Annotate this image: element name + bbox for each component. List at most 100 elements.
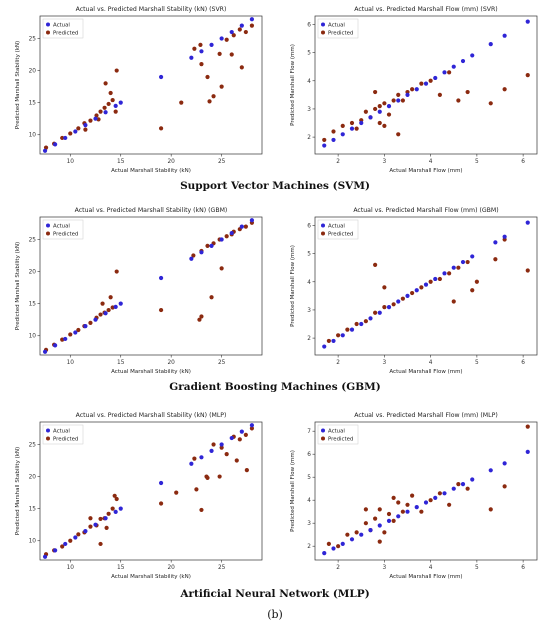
predicted-point	[349, 120, 355, 126]
predicted-point	[437, 491, 442, 496]
y-tick-label: 10	[29, 539, 37, 545]
actual-point	[414, 87, 419, 92]
actual-point	[451, 265, 456, 270]
legend-label-predicted: Predicted	[328, 31, 353, 37]
predicted-point	[94, 113, 99, 118]
caption-mlp: Artificial Neural Network (MLP)	[180, 588, 370, 600]
actual-point	[340, 333, 345, 338]
chart-title: Actual vs. Predicted Marshall Flow (mm) …	[353, 207, 498, 214]
predicted-point	[239, 65, 244, 70]
predicted-point	[88, 118, 93, 123]
x-axis-label: Actual Marshall Flow (mm)	[389, 574, 462, 580]
actual-point	[219, 237, 224, 242]
y-tick-label: 4	[307, 79, 311, 85]
y-tick-label: 3	[307, 107, 311, 113]
actual-point	[199, 49, 204, 54]
caption-svm: Support Vector Machines (SVM)	[180, 180, 370, 192]
actual-point	[396, 98, 401, 103]
x-tick-label: 20	[167, 159, 175, 165]
actual-point	[239, 224, 244, 229]
predicted-point	[373, 262, 378, 267]
x-tick-label: 2	[336, 565, 340, 571]
actual-point	[239, 429, 244, 434]
predicted-point	[199, 507, 204, 513]
actual-point	[377, 310, 382, 315]
predicted-point	[114, 68, 119, 73]
legend-marker-actual	[46, 22, 50, 27]
y-tick-label: 2	[307, 544, 311, 550]
y-tick-label: 25	[29, 237, 37, 243]
actual-point	[368, 316, 373, 321]
predicted-point	[113, 109, 118, 114]
x-tick-label: 4	[429, 159, 433, 165]
actual-point	[103, 110, 108, 115]
predicted-point	[391, 302, 396, 307]
predicted-point	[243, 224, 248, 229]
predicted-point	[108, 90, 113, 96]
predicted-point	[76, 327, 81, 333]
y-tick-label: 20	[29, 475, 37, 481]
predicted-point	[98, 109, 103, 114]
actual-point	[423, 282, 429, 287]
actual-point	[118, 100, 123, 105]
y-tick-label: 15	[29, 101, 37, 107]
legend-box	[42, 18, 84, 39]
predicted-point	[110, 506, 115, 511]
predicted-point	[474, 279, 479, 284]
predicted-point	[377, 507, 382, 512]
predicted-point	[419, 509, 424, 514]
predicted-point	[205, 243, 210, 248]
predicted-point	[396, 500, 401, 505]
y-tick-label: 4	[307, 498, 311, 504]
x-tick-label: 6	[521, 565, 525, 571]
actual-point	[118, 506, 123, 511]
predicted-point	[405, 502, 410, 507]
actual-point	[83, 324, 88, 329]
actual-point	[502, 234, 507, 239]
predicted-point	[158, 307, 164, 313]
legend: Actual Predicted	[317, 424, 359, 445]
actual-point	[239, 23, 244, 28]
predicted-point	[217, 51, 222, 56]
actual-point	[525, 19, 530, 24]
actual-point	[470, 477, 475, 482]
actual-point	[63, 135, 68, 141]
predicted-point	[211, 94, 216, 99]
predicted-point	[363, 319, 368, 324]
actual-series	[42, 218, 255, 354]
actual-point	[73, 129, 78, 134]
actual-point	[63, 541, 68, 547]
predicted-point	[447, 70, 452, 75]
y-axis-label: Predicted Marshall Flow (mm)	[290, 245, 296, 327]
actual-point	[405, 293, 410, 298]
predicted-point	[488, 101, 493, 106]
predicted-point	[410, 493, 415, 498]
predicted-point	[437, 276, 442, 282]
actual-point	[42, 554, 48, 559]
y-axis-label: Predicted Marshall Stability (kN)	[15, 242, 21, 330]
predicted-point	[88, 524, 93, 529]
y-tick-label: 15	[29, 507, 37, 513]
actual-point	[349, 327, 355, 332]
predicted-point	[428, 78, 433, 83]
actual-point	[93, 116, 98, 121]
predicted-point	[419, 285, 424, 290]
actual-point	[433, 495, 438, 500]
scatter-chart-4: Actual vs. Predicted Marshall Flow (mm) …	[290, 207, 538, 375]
predicted-point	[525, 73, 530, 78]
actual-point	[113, 509, 118, 514]
predicted-point	[102, 105, 107, 110]
actual-point	[340, 541, 345, 546]
y-tick-label: 6	[307, 223, 311, 229]
x-axis-label: Actual Marshall Stability (kN)	[111, 168, 191, 174]
predicted-point	[493, 257, 498, 262]
legend-label-actual: Actual	[328, 429, 345, 435]
actual-point	[331, 338, 336, 344]
predicted-point	[83, 127, 88, 132]
actual-point	[331, 546, 336, 551]
x-tick-label: 4	[429, 360, 433, 366]
predicted-point	[219, 84, 224, 89]
legend-box	[42, 219, 84, 240]
x-axis-label: Actual Marshall Flow (mm)	[389, 369, 462, 375]
actual-point	[396, 514, 401, 519]
